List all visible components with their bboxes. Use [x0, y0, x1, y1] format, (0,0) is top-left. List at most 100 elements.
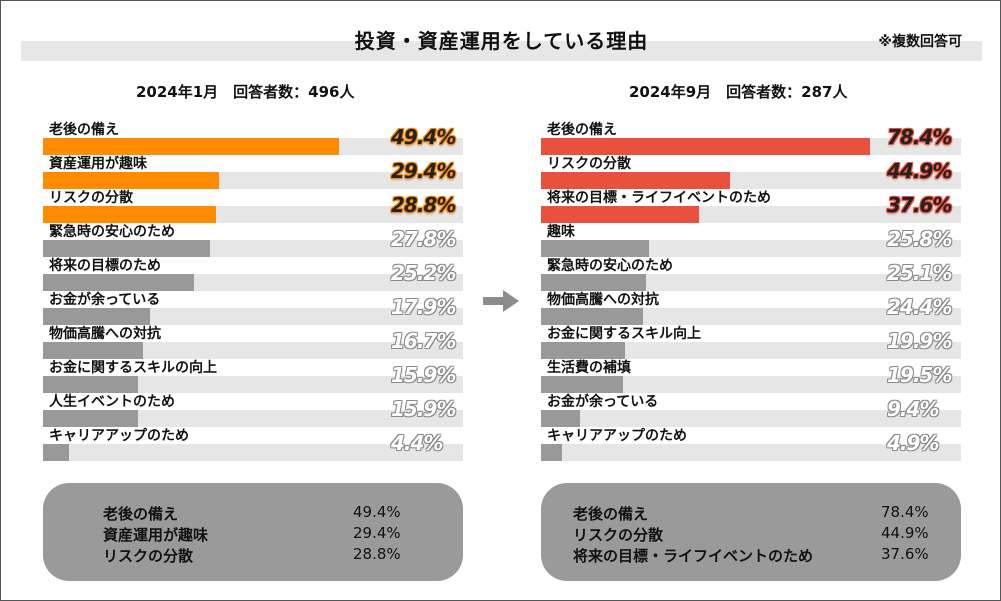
bar-value-label: 4.4% [391, 431, 443, 455]
bar-value-label: 44.9% [887, 159, 952, 183]
bar [541, 444, 562, 461]
bar-value-label: 37.6% [887, 193, 952, 217]
bar [541, 410, 581, 427]
left-panel-header: 2024年1月 回答者数：496人 [136, 83, 355, 101]
bar-value-label: 24.4% [887, 295, 952, 319]
bar-category-label: リスクの分散 [547, 156, 631, 172]
left-bar-row: 資産運用が趣味 29.4% [43, 155, 463, 189]
bar-track [541, 376, 961, 393]
bar [43, 206, 216, 223]
bar-track [43, 240, 463, 257]
right-summary-box: 老後の備え 78.4% リスクの分散 44.9% 将来の目標・ライフイベントのた… [541, 483, 961, 581]
bar-value-label: 78.4% [887, 125, 952, 149]
bar-category-label: キャリアアップのため [547, 428, 687, 444]
bar-value-label: 9.4% [887, 397, 939, 421]
right-bar-row: 将来の目標・ライフイベントのため 37.6% [541, 189, 961, 223]
bar-value-label: 49.4% [391, 125, 456, 149]
bar-track [541, 240, 961, 257]
bar-track [43, 138, 463, 155]
summary-value: 37.6% [881, 545, 929, 563]
bar-track [43, 444, 463, 461]
summary-value: 78.4% [881, 503, 929, 521]
bar-category-label: 物価高騰への対抗 [49, 326, 161, 342]
bar-track [43, 172, 463, 189]
bar [541, 342, 625, 359]
left-bar-row: 物価高騰への対抗 16.7% [43, 325, 463, 359]
chart-title: 投資・資産運用をしている理由 [354, 29, 649, 53]
right-bar-row: キャリアアップのため 4.9% [541, 427, 961, 461]
left-bar-row: お金が余っている 17.9% [43, 291, 463, 325]
bar-category-label: お金が余っている [547, 394, 659, 410]
bar [541, 308, 644, 325]
right-bar-row: 老後の備え 78.4% [541, 121, 961, 155]
bar-value-label: 19.9% [887, 329, 952, 353]
bar-category-label: 緊急時の安心のため [49, 224, 175, 240]
bar-value-label: 15.9% [391, 363, 456, 387]
summary-value: 28.8% [353, 545, 401, 563]
summary-value: 49.4% [353, 503, 401, 521]
summary-label: リスクの分散 [103, 547, 194, 565]
bar [43, 240, 210, 257]
bar-value-label: 17.9% [391, 295, 456, 319]
bar-track [541, 138, 961, 155]
right-bar-row: 緊急時の安心のため 25.1% [541, 257, 961, 291]
bar-category-label: お金に関するスキル向上 [547, 326, 701, 342]
summary-value: 44.9% [881, 524, 929, 542]
bar-category-label: キャリアアップのため [49, 428, 189, 444]
bar [43, 138, 340, 155]
right-bar-row: 物価高騰への対抗 24.4% [541, 291, 961, 325]
bar-category-label: お金が余っている [49, 292, 161, 308]
right-bar-row: お金が余っている 9.4% [541, 393, 961, 427]
right-panel-header: 2024年9月 回答者数：287人 [629, 83, 848, 101]
left-bar-row: リスクの分散 28.8% [43, 189, 463, 223]
bar-track [541, 444, 961, 461]
bar-track [541, 206, 961, 223]
arrow-right-icon [483, 290, 519, 312]
bar-category-label: 緊急時の安心のため [547, 258, 673, 274]
bar-track [541, 274, 961, 291]
bar-value-label: 4.9% [887, 431, 939, 455]
bar [43, 308, 151, 325]
title-band [21, 41, 982, 61]
bar-track [43, 342, 463, 359]
left-bar-row: 緊急時の安心のため 27.8% [43, 223, 463, 257]
bar-value-label: 19.5% [887, 363, 952, 387]
summary-value: 29.4% [353, 524, 401, 542]
bar-value-label: 25.2% [391, 261, 456, 285]
bar-track [43, 410, 463, 427]
bar-track [541, 410, 961, 427]
bar [541, 240, 650, 257]
bar [43, 376, 139, 393]
bar-value-label: 27.8% [391, 227, 456, 251]
bar-category-label: 老後の備え [547, 122, 617, 138]
summary-label: 資産運用が趣味 [103, 526, 209, 544]
bar [43, 342, 144, 359]
bar-track [43, 274, 463, 291]
multiple-answer-note: ※複数回答可 [878, 34, 962, 50]
bar-category-label: 生活費の補填 [547, 360, 631, 376]
right-bar-row: リスクの分散 44.9% [541, 155, 961, 189]
bar-value-label: 29.4% [391, 159, 456, 183]
bar [43, 444, 70, 461]
right-bar-row: 生活費の補填 19.5% [541, 359, 961, 393]
bar [43, 274, 195, 291]
bar-track [541, 342, 961, 359]
bar-category-label: 将来の目標・ライフイベントのため [547, 190, 771, 206]
left-bar-row: キャリアアップのため 4.4% [43, 427, 463, 461]
bar [43, 172, 220, 189]
bar-value-label: 16.7% [391, 329, 456, 353]
left-bar-row: 老後の備え 49.4% [43, 121, 463, 155]
bar [541, 172, 730, 189]
left-summary-box: 老後の備え 49.4% 資産運用が趣味 29.4% リスクの分散 28.8% [43, 483, 463, 581]
bar [541, 138, 871, 155]
bar-value-label: 28.8% [391, 193, 456, 217]
bar-track [43, 376, 463, 393]
bar [541, 274, 647, 291]
bar-category-label: 資産運用が趣味 [49, 156, 147, 172]
bar [43, 410, 139, 427]
left-bar-row: お金に関するスキルの向上 15.9% [43, 359, 463, 393]
right-bar-row: お金に関するスキル向上 19.9% [541, 325, 961, 359]
bar-category-label: お金に関するスキルの向上 [49, 360, 217, 376]
bar-track [541, 172, 961, 189]
